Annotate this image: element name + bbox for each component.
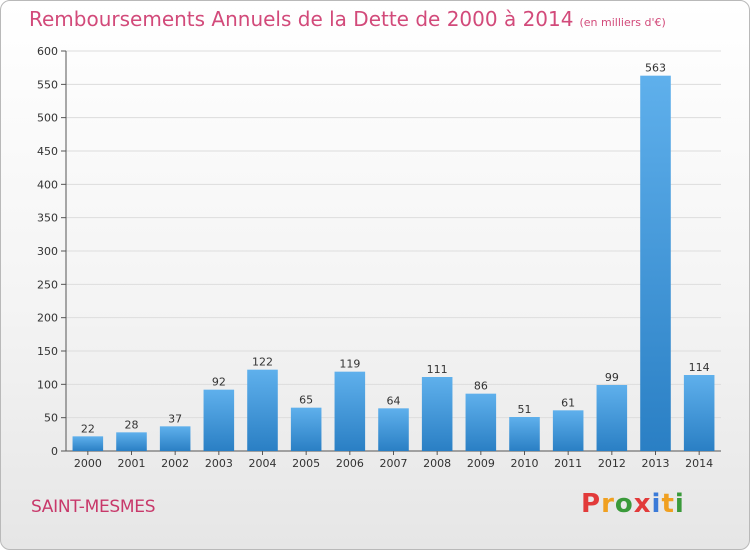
bar bbox=[509, 417, 540, 451]
proxiti-logo: Proxiti bbox=[581, 489, 685, 519]
y-tick-label: 0 bbox=[51, 445, 58, 458]
data-label: 92 bbox=[212, 376, 226, 389]
bar bbox=[552, 410, 584, 451]
bar bbox=[640, 75, 671, 452]
y-tick-label: 500 bbox=[37, 112, 58, 125]
x-tick-label: 2008 bbox=[423, 457, 451, 470]
data-label: 119 bbox=[339, 358, 360, 371]
x-tick-label: 2002 bbox=[161, 457, 189, 470]
data-label: 122 bbox=[252, 356, 273, 369]
logo-letter: i bbox=[651, 489, 662, 519]
y-tick-label: 100 bbox=[37, 378, 58, 391]
y-tick-label: 300 bbox=[37, 245, 58, 258]
logo-letter: r bbox=[601, 489, 615, 519]
y-tick-label: 350 bbox=[37, 212, 58, 225]
y-tick-label: 400 bbox=[37, 178, 58, 191]
data-label: 65 bbox=[299, 394, 313, 407]
bar bbox=[159, 426, 191, 451]
x-tick-label: 2000 bbox=[74, 457, 102, 470]
x-tick-label: 2009 bbox=[467, 457, 495, 470]
x-tick-label: 2014 bbox=[685, 457, 713, 470]
y-tick-label: 450 bbox=[37, 145, 58, 158]
x-tick-label: 2011 bbox=[554, 457, 582, 470]
bar bbox=[378, 408, 409, 451]
x-tick-label: 2001 bbox=[118, 457, 146, 470]
x-tick-label: 2003 bbox=[205, 457, 233, 470]
bar bbox=[247, 369, 278, 451]
x-tick-label: 2012 bbox=[598, 457, 626, 470]
x-tick-label: 2013 bbox=[642, 457, 670, 470]
logo-letter: t bbox=[661, 489, 675, 519]
y-tick-label: 550 bbox=[37, 78, 58, 91]
bar bbox=[72, 436, 104, 451]
logo-letter: i bbox=[674, 489, 685, 519]
data-label: 563 bbox=[645, 62, 666, 75]
x-tick-label: 2010 bbox=[511, 457, 539, 470]
data-label: 28 bbox=[125, 418, 139, 431]
data-label: 61 bbox=[561, 396, 575, 409]
y-tick-label: 150 bbox=[37, 345, 58, 358]
logo-letter: x bbox=[633, 489, 652, 519]
bar bbox=[116, 432, 147, 451]
chart-title: Remboursements Annuels de la Dette de 20… bbox=[29, 7, 666, 31]
x-tick-label: 2004 bbox=[249, 457, 277, 470]
data-label: 111 bbox=[427, 363, 448, 376]
data-label: 64 bbox=[387, 394, 401, 407]
bar bbox=[465, 393, 497, 451]
data-label: 51 bbox=[518, 403, 532, 416]
bar bbox=[683, 375, 715, 451]
bar bbox=[203, 389, 235, 451]
bar bbox=[334, 371, 366, 451]
x-tick-label: 2006 bbox=[336, 457, 364, 470]
y-tick-label: 600 bbox=[37, 45, 58, 58]
bar bbox=[421, 377, 453, 451]
commune-name: SAINT-MESMES bbox=[31, 497, 156, 517]
x-tick-label: 2005 bbox=[292, 457, 320, 470]
y-tick-label: 50 bbox=[44, 412, 58, 425]
logo-letter: o bbox=[614, 489, 634, 519]
logo-letter: P bbox=[581, 489, 602, 519]
data-label: 114 bbox=[689, 361, 710, 374]
chart-unit: (en milliers d'€) bbox=[579, 16, 666, 29]
x-tick-label: 2007 bbox=[380, 457, 408, 470]
data-label: 86 bbox=[474, 380, 488, 393]
bar bbox=[290, 407, 322, 451]
chart-title-text: Remboursements Annuels de la Dette de 20… bbox=[29, 7, 574, 31]
y-tick-label: 200 bbox=[37, 312, 58, 325]
data-label: 22 bbox=[81, 422, 95, 435]
data-label: 99 bbox=[605, 371, 619, 384]
y-tick-label: 250 bbox=[37, 278, 58, 291]
data-label: 37 bbox=[168, 412, 182, 425]
bar bbox=[596, 385, 628, 451]
